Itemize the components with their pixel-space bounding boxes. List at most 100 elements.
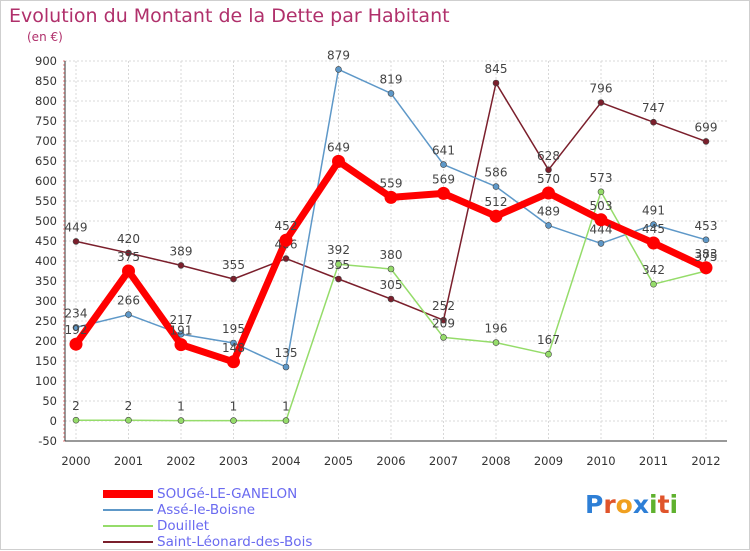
data-point-ass-le-boisne — [177, 330, 185, 338]
data-label-ass-le-boisne: 819 — [380, 72, 403, 86]
y-tick-label: 350 — [35, 274, 57, 288]
y-tick-label: 750 — [35, 114, 57, 128]
data-label-soug-le-ganelon: 383 — [695, 247, 718, 261]
data-point-ass-le-boisne — [440, 161, 447, 168]
data-point-douillet — [545, 350, 552, 358]
data-label-saint-l-onard-des-bois: 355 — [222, 258, 245, 272]
x-tick-label: 2008 — [481, 454, 510, 468]
data-point-ass-le-boisne — [597, 240, 605, 247]
x-tick-label: 2006 — [376, 454, 405, 468]
data-label-ass-le-boisne: 491 — [642, 204, 665, 218]
chart-unit-label: (en €) — [27, 30, 63, 44]
legend-label: Douillet — [157, 518, 210, 534]
data-label-soug-le-ganelon: 512 — [485, 195, 508, 209]
legend-label: Saint-Léonard-des-Bois — [157, 534, 313, 550]
y-tick-label: 50 — [42, 394, 57, 408]
data-label-douillet: 573 — [590, 171, 613, 185]
x-tick-label: 2004 — [271, 454, 300, 468]
x-tick-label: 2007 — [429, 454, 458, 468]
y-tick-label: 500 — [35, 214, 57, 228]
y-tick-label: 650 — [35, 154, 57, 168]
data-label-douillet: 342 — [642, 263, 665, 277]
y-tick-label: 400 — [35, 254, 57, 268]
y-tick-label: 0 — [50, 414, 57, 428]
y-tick-label: 900 — [35, 54, 57, 68]
data-label-ass-le-boisne: 444 — [590, 222, 613, 236]
data-point-soug-le-ganelon — [699, 261, 713, 275]
data-label-soug-le-ganelon: 649 — [327, 140, 350, 154]
data-point-ass-le-boisne — [125, 311, 132, 318]
data-label-douillet: 2 — [72, 399, 80, 413]
data-label-saint-l-onard-des-bois: 747 — [642, 101, 665, 115]
legend-swatch — [103, 490, 153, 498]
x-tick-label: 2009 — [534, 454, 563, 468]
data-point-saint-l-onard-des-bois — [440, 316, 447, 324]
y-tick-label: 150 — [35, 354, 57, 368]
legend-item: Assé-le-Boisne — [103, 502, 312, 518]
x-tick-label: 2000 — [61, 454, 90, 468]
data-point-saint-l-onard-des-bois — [597, 99, 605, 106]
x-tick-label: 2005 — [324, 454, 353, 468]
data-point-saint-l-onard-des-bois — [125, 249, 132, 257]
data-point-soug-le-ganelon — [437, 186, 450, 200]
data-label-douillet: 209 — [432, 316, 455, 330]
y-tick-label: 100 — [35, 374, 57, 388]
data-point-saint-l-onard-des-bois — [335, 275, 342, 283]
data-label-saint-l-onard-des-bois: 420 — [117, 232, 140, 246]
proxiti-logo: Proxiti — [585, 490, 678, 519]
data-point-saint-l-onard-des-bois — [650, 118, 657, 126]
legend-label: Assé-le-Boisne — [157, 502, 256, 518]
logo-letter: r — [603, 490, 616, 519]
data-label-saint-l-onard-des-bois: 389 — [170, 244, 193, 258]
data-label-saint-l-onard-des-bois: 796 — [590, 82, 613, 96]
legend-item: Douillet — [103, 518, 312, 534]
data-label-ass-le-boisne: 195 — [222, 322, 245, 336]
logo-letter: t — [657, 490, 670, 519]
x-tick-label: 2010 — [586, 454, 615, 468]
data-point-douillet — [387, 265, 395, 273]
data-label-soug-le-ganelon: 148 — [222, 341, 245, 355]
data-point-saint-l-onard-des-bois — [282, 255, 290, 262]
x-tick-label: 2003 — [219, 454, 248, 468]
y-tick-label: -50 — [38, 434, 57, 448]
data-label-douillet: 1 — [282, 400, 290, 414]
data-point-soug-le-ganelon — [174, 338, 188, 352]
data-point-ass-le-boisne — [650, 221, 657, 228]
logo-letter: i — [669, 490, 679, 519]
x-tick-label: 2011 — [639, 454, 668, 468]
data-point-saint-l-onard-des-bois — [387, 295, 395, 303]
data-label-douillet: 196 — [485, 322, 508, 336]
data-label-soug-le-ganelon: 375 — [117, 250, 140, 264]
y-tick-label: 700 — [35, 134, 57, 148]
data-label-douillet: 167 — [537, 333, 560, 347]
legend-swatch — [103, 525, 153, 527]
x-tick-label: 2012 — [691, 454, 720, 468]
legend-swatch — [103, 509, 153, 511]
logo-letter: P — [585, 490, 604, 519]
y-tick-label: 600 — [35, 174, 57, 188]
data-point-saint-l-onard-des-bois — [230, 275, 237, 283]
data-point-soug-le-ganelon — [384, 190, 398, 204]
data-label-saint-l-onard-des-bois: 699 — [695, 120, 718, 134]
plot-area — [65, 61, 727, 441]
data-point-soug-le-ganelon — [332, 154, 345, 168]
data-point-soug-le-ganelon — [594, 213, 608, 227]
legend-swatch — [103, 541, 153, 543]
data-label-ass-le-boisne: 879 — [327, 48, 350, 62]
data-point-ass-le-boisne — [230, 339, 237, 347]
data-point-saint-l-onard-des-bois — [545, 166, 552, 174]
data-point-soug-le-ganelon — [279, 233, 293, 247]
data-point-ass-le-boisne — [335, 66, 342, 73]
data-label-saint-l-onard-des-bois: 628 — [537, 149, 560, 163]
data-label-ass-le-boisne: 266 — [117, 294, 140, 308]
data-point-douillet — [282, 417, 290, 424]
logo-letter: i — [649, 490, 658, 519]
data-point-douillet — [125, 416, 132, 424]
data-point-saint-l-onard-des-bois — [72, 238, 80, 245]
data-point-douillet — [597, 188, 605, 196]
data-label-soug-le-ganelon: 452 — [275, 219, 298, 233]
data-point-soug-le-ganelon — [122, 264, 135, 278]
data-label-soug-le-ganelon: 569 — [432, 172, 455, 186]
data-label-ass-le-boisne: 641 — [432, 144, 455, 158]
data-label-douillet: 1 — [177, 400, 185, 414]
